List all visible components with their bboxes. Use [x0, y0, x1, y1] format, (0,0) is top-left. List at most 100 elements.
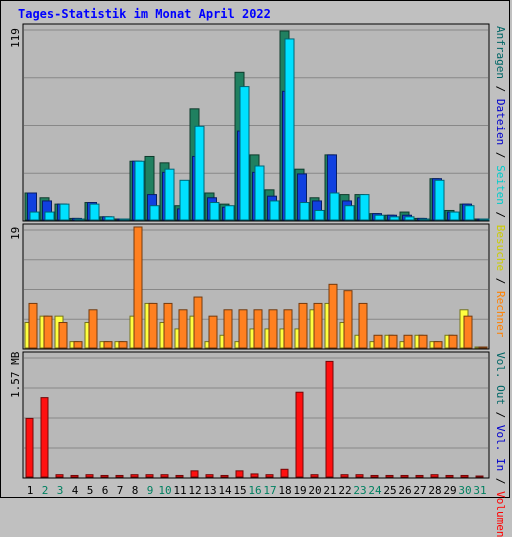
bar-seiten-day-20	[314, 209, 325, 221]
bar-seiten-day-8	[134, 160, 145, 221]
bar-volumen-day-11	[175, 474, 184, 478]
x-tick-label: 16	[248, 484, 262, 497]
bar-volumen-day-13	[205, 474, 214, 478]
bar-seiten-day-26	[404, 216, 415, 221]
bar-rechner-day-16	[253, 309, 263, 349]
bar-volumen-day-18	[280, 468, 289, 478]
x-tick-label: 30	[458, 484, 472, 497]
bar-volumen-day-6	[100, 474, 109, 478]
bar-seiten-day-9	[149, 205, 160, 221]
x-tick-label: 21	[323, 484, 337, 497]
x-tick-label: 19	[293, 484, 307, 497]
bar-seiten-day-30	[464, 205, 475, 221]
bar-volumen-day-14	[220, 474, 229, 478]
bar-volumen-day-16	[250, 473, 259, 478]
bar-seiten-day-11	[179, 179, 190, 221]
bar-volumen-day-10	[160, 474, 169, 478]
bar-seiten-day-10	[164, 168, 175, 221]
bar-rechner-day-9	[148, 302, 158, 349]
bar-volumen-day-20	[310, 474, 319, 478]
x-tick-label: 24	[368, 484, 382, 497]
bar-rechner-day-27	[418, 334, 428, 349]
bar-volumen-day-31	[475, 475, 484, 478]
x-tick-label: 17	[263, 484, 277, 497]
bar-rechner-day-25	[388, 334, 398, 349]
x-tick-label: 4	[71, 484, 79, 497]
bar-volumen-day-26	[400, 474, 409, 478]
bar-rechner-day-19	[298, 302, 308, 349]
x-tick-label: 5	[86, 484, 94, 497]
x-tick-label: 12	[188, 484, 202, 497]
x-tick-label: 22	[338, 484, 352, 497]
bar-seiten-day-7	[119, 218, 130, 221]
bar-volumen-day-30	[460, 474, 469, 478]
legend-entry: /	[494, 145, 507, 166]
bar-seiten-day-16	[254, 165, 265, 221]
bar-seiten-day-12	[194, 125, 205, 221]
bar-volumen-day-4	[70, 474, 79, 478]
bar-volumen-day-7	[115, 474, 124, 478]
bar-volumen-day-9	[145, 474, 154, 478]
bar-rechner-day-17	[268, 309, 278, 349]
bar-seiten-day-3	[59, 203, 70, 221]
bar-rechner-day-10	[163, 302, 173, 349]
x-tick-label: 20	[308, 484, 322, 497]
x-tick-label: 27	[413, 484, 427, 497]
bar-volumen-day-27	[415, 474, 424, 478]
bar-rechner-day-3	[58, 322, 68, 349]
bar-rechner-day-11	[178, 309, 188, 349]
bar-rechner-day-2	[43, 315, 53, 349]
x-tick-label: 2	[41, 484, 49, 497]
bar-volumen-day-17	[265, 474, 274, 478]
bar-rechner-day-29	[448, 334, 458, 349]
x-tick-label: 6	[101, 484, 109, 497]
x-tick-label: 14	[218, 484, 232, 497]
legend-entry: /	[494, 404, 507, 425]
bar-seiten-day-5	[89, 203, 100, 221]
bar-seiten-day-21	[329, 192, 340, 221]
bar-seiten-day-29	[449, 211, 460, 221]
x-tick-label: 11	[173, 484, 187, 497]
panel-bottom	[22, 351, 490, 479]
bar-volumen-day-23	[355, 474, 364, 478]
x-tick-label: 29	[443, 484, 457, 497]
x-tick-label: 7	[116, 484, 124, 497]
bar-rechner-day-22	[343, 290, 353, 349]
bar-seiten-day-13	[209, 202, 220, 221]
bar-rechner-day-4	[73, 341, 83, 349]
bar-seiten-day-25	[389, 216, 400, 221]
bar-rechner-day-14	[223, 309, 233, 349]
x-tick-label: 9	[146, 484, 154, 497]
bar-rechner-day-6	[103, 341, 113, 349]
x-tick-label: 15	[233, 484, 247, 497]
bar-seiten-day-18	[284, 38, 295, 221]
bar-volumen-day-22	[340, 474, 349, 478]
bar-seiten-day-23	[359, 194, 370, 221]
bar-rechner-day-28	[433, 341, 443, 349]
bar-rechner-day-31	[478, 346, 488, 349]
x-tick-label: 3	[56, 484, 64, 497]
bar-volumen-day-24	[370, 474, 379, 478]
bar-seiten-day-17	[269, 200, 280, 221]
bar-volumen-day-1	[25, 417, 34, 478]
legend-entry: Vol. In	[494, 424, 507, 472]
bar-seiten-day-28	[434, 179, 445, 221]
legend-entry: /	[494, 204, 507, 225]
x-tick-label: 25	[383, 484, 397, 497]
bar-rechner-day-23	[358, 302, 368, 349]
bar-seiten-day-1	[29, 211, 40, 221]
legend-entry: Dateien	[494, 98, 507, 146]
legend-entry: /	[494, 471, 507, 492]
bar-seiten-day-24	[374, 214, 385, 221]
x-tick-label: 18	[278, 484, 292, 497]
x-tick-label: 13	[203, 484, 217, 497]
bar-seiten-day-6	[104, 216, 115, 221]
legend-entry: Seiten	[494, 165, 507, 205]
legend-entry: /	[494, 271, 507, 291]
x-tick-label: 10	[158, 484, 172, 497]
bar-volumen-day-12	[190, 470, 199, 478]
bar-seiten-day-14	[224, 205, 235, 221]
legend-bottom: Vol. Out / Vol. In / Volumen	[494, 352, 507, 537]
bar-volumen-day-21	[325, 360, 334, 478]
x-tick-label: 8	[131, 484, 139, 497]
